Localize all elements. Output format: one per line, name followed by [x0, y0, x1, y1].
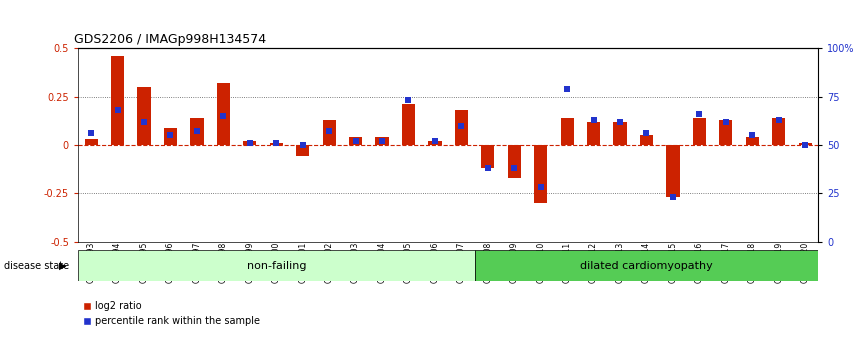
Bar — [613, 122, 627, 145]
Bar — [507, 145, 520, 178]
Bar — [269, 143, 283, 145]
Bar — [693, 118, 706, 145]
Bar — [719, 120, 733, 145]
Bar — [587, 122, 600, 145]
Bar — [322, 120, 336, 145]
Bar — [534, 145, 547, 203]
Bar — [216, 83, 230, 145]
Bar — [349, 137, 362, 145]
Bar — [666, 145, 680, 197]
Bar — [402, 104, 415, 145]
Bar — [455, 110, 468, 145]
Bar — [138, 87, 151, 145]
Bar — [772, 118, 785, 145]
Bar — [746, 137, 759, 145]
Text: disease state: disease state — [4, 261, 69, 270]
Bar — [85, 139, 98, 145]
Bar — [798, 143, 811, 145]
Text: GDS2206 / IMAGp998H134574: GDS2206 / IMAGp998H134574 — [74, 33, 267, 46]
Bar — [164, 128, 178, 145]
Bar — [191, 118, 204, 145]
Text: non-failing: non-failing — [247, 261, 306, 270]
Bar — [243, 141, 256, 145]
Bar — [78, 250, 475, 281]
Bar — [475, 250, 818, 281]
Bar — [640, 135, 653, 145]
Bar — [560, 118, 574, 145]
Bar — [376, 137, 389, 145]
Text: ▶: ▶ — [59, 261, 67, 270]
Legend: log2 ratio, percentile rank within the sample: log2 ratio, percentile rank within the s… — [83, 302, 261, 326]
Text: dilated cardiomyopathy: dilated cardiomyopathy — [580, 261, 713, 270]
Bar — [296, 145, 309, 157]
Bar — [111, 56, 124, 145]
Bar — [481, 145, 494, 168]
Bar — [429, 141, 442, 145]
